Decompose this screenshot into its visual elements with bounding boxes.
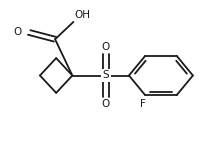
Text: F: F [140, 99, 146, 109]
Text: O: O [102, 99, 110, 109]
Text: O: O [13, 27, 22, 37]
Text: OH: OH [75, 10, 91, 20]
Text: O: O [102, 42, 110, 52]
Text: S: S [103, 71, 109, 80]
